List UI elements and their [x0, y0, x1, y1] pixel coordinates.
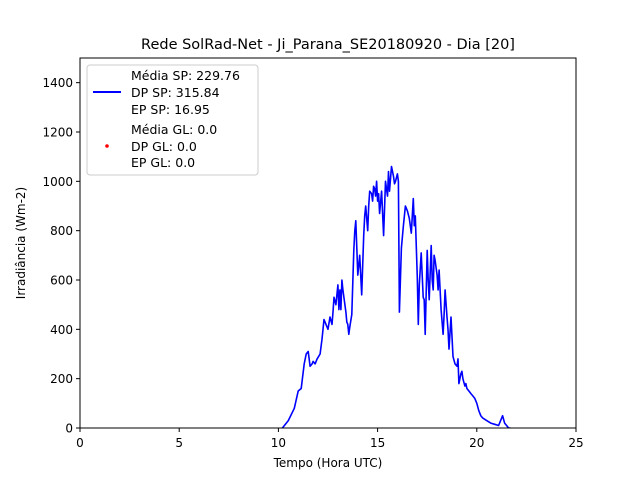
y-axis-ticks: 0 200 400 600 800 1000 1200 1400	[42, 76, 80, 436]
legend-label-sp-mean: Média SP: 229.76	[131, 68, 240, 83]
chart-title: Rede SolRad-Net - Ji_Parana_SE20180920 -…	[141, 37, 515, 53]
legend-marker-gl	[105, 144, 109, 148]
y-tick-label: 0	[65, 422, 73, 436]
plot-frame	[79, 57, 577, 429]
x-tick-label: 20	[469, 436, 484, 450]
y-tick-label: 1200	[42, 126, 73, 140]
x-tick-label: 10	[271, 436, 286, 450]
legend-label-gl-mean: Média GL: 0.0	[131, 122, 217, 137]
legend: Média SP: 229.76 DP SP: 315.84 EP SP: 16…	[86, 64, 259, 176]
y-tick-label: 800	[50, 224, 73, 238]
y-tick-label: 600	[50, 274, 73, 288]
legend-label-sp-err: EP SP: 16.95	[131, 102, 210, 117]
legend-label-gl-err: EP GL: 0.0	[131, 155, 195, 170]
x-tick-label: 0	[76, 436, 84, 450]
legend-label-gl-std: DP GL: 0.0	[131, 139, 197, 154]
x-axis-ticks: 0 5 10 15 20 25	[76, 428, 584, 450]
y-tick-label: 1000	[42, 175, 73, 189]
y-tick-label: 200	[50, 372, 73, 386]
series-layer	[281, 165, 511, 428]
x-axis-label: Tempo (Hora UTC)	[273, 456, 383, 470]
legend-label-sp-std: DP SP: 315.84	[131, 85, 220, 100]
y-axis-label: Irradiância (Wm-2)	[14, 187, 28, 299]
x-tick-label: 25	[568, 436, 583, 450]
x-tick-label: 15	[370, 436, 385, 450]
y-tick-label: 400	[50, 323, 73, 337]
series-line-sp	[281, 165, 511, 428]
legend-box	[86, 64, 259, 176]
x-tick-label: 5	[175, 436, 183, 450]
y-tick-label: 1400	[42, 76, 73, 90]
